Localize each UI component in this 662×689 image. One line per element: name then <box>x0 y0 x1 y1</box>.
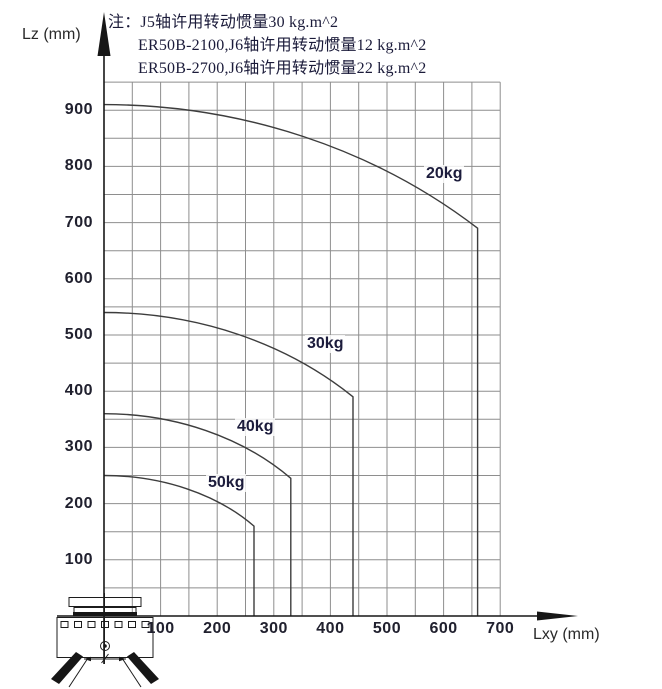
note-line-1: 注：J5轴许用转动惯量30 kg.m^2 <box>108 14 339 31</box>
robot-body <box>56 617 154 658</box>
grid-lines <box>104 81 501 616</box>
x-tick-500: 500 <box>372 620 402 637</box>
x-tick-300: 300 <box>259 620 288 637</box>
y-axis-arrow <box>97 12 111 56</box>
x-tick-200: 200 <box>203 620 232 637</box>
robot-flange-drawing <box>51 593 159 688</box>
robot-leg-left <box>51 652 83 684</box>
y-tick-200: 200 <box>64 494 93 512</box>
note-line-2: ER50B-2100,J6轴许用转动惯量12 kg.m^2 <box>138 37 427 54</box>
robot-leg-right <box>127 652 159 684</box>
y-tick-100: 100 <box>64 550 93 568</box>
robot-bolt-hole <box>141 621 150 628</box>
load-curve-30kg <box>103 311 354 616</box>
y-tick-400: 400 <box>64 382 93 400</box>
y-tick-600: 600 <box>64 269 93 287</box>
axes <box>57 12 578 664</box>
y-axis-title: Lz (mm) <box>22 26 81 43</box>
curve-label-20kg: 20kg <box>424 165 465 183</box>
robot-leg-right-line <box>121 657 142 688</box>
robot-bolt-hole <box>128 621 136 628</box>
robot-dim-slash <box>101 653 109 664</box>
x-axis-title: Lxy (mm) <box>533 626 600 643</box>
curve-label-30kg: 30kg <box>305 335 346 353</box>
robot-bolt-hole <box>101 621 109 628</box>
x-tick-100: 100 <box>146 620 175 637</box>
y-tick-300: 300 <box>64 438 93 456</box>
robot-bolt-hole <box>87 621 96 628</box>
load-curve-40kg <box>103 413 292 616</box>
y-tick-900: 900 <box>64 101 93 119</box>
y-tick-800: 800 <box>64 157 93 175</box>
curve-label-40kg: 40kg <box>235 418 276 436</box>
robot-top-plate <box>68 597 142 607</box>
robot-bolt-hole <box>60 621 69 628</box>
y-tick-500: 500 <box>64 326 93 343</box>
note-line-3: ER50B-2700,J6轴许用转动惯量22 kg.m^2 <box>138 60 427 77</box>
robot-leg-left-line <box>68 657 89 688</box>
y-tick-700: 700 <box>64 213 93 231</box>
robot-bolt-hole <box>114 621 123 628</box>
x-tick-700: 700 <box>486 620 515 637</box>
x-tick-600: 600 <box>429 620 458 637</box>
robot-bolt-hole <box>74 621 82 628</box>
load-curves <box>103 103 479 616</box>
robot-center-hole <box>100 641 110 651</box>
load-curve-20kg <box>103 103 479 616</box>
curve-label-50kg: 50kg <box>206 474 247 492</box>
load-curve-50kg <box>103 474 255 616</box>
robot-center-dot <box>103 644 107 648</box>
x-axis-arrow <box>537 611 578 621</box>
robot-dark-bar <box>73 612 137 616</box>
x-tick-400: 400 <box>316 620 345 637</box>
